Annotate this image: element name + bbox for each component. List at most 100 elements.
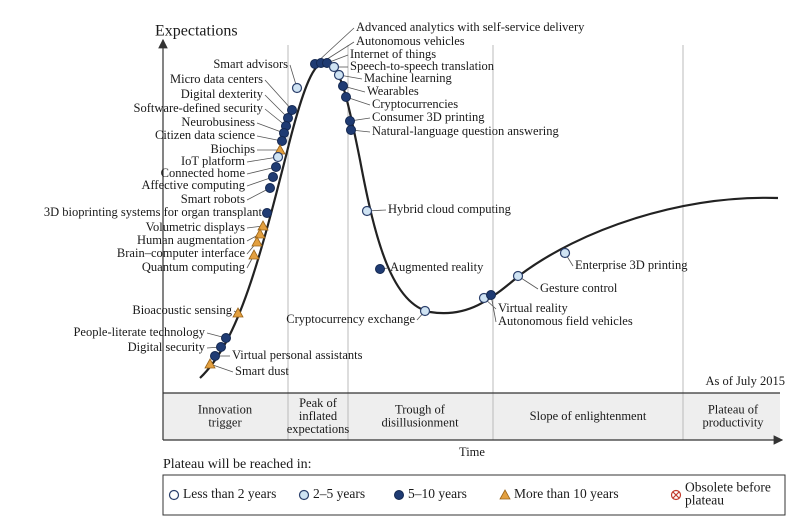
y-axis-label: Expectations <box>155 23 238 40</box>
technology-label: Consumer 3D printing <box>372 110 485 124</box>
leader-line <box>264 79 293 111</box>
technology-label: Internet of things <box>350 47 436 61</box>
marker-5-10 <box>486 290 496 300</box>
phase-label: Slope of enlightenment <box>530 409 647 423</box>
marker-less-than-2 <box>168 489 180 501</box>
marker-5-10 <box>341 92 351 102</box>
legend-label: Obsolete before <box>685 480 771 495</box>
technology-label: Hybrid cloud computing <box>388 202 512 216</box>
technology-label: Citizen data science <box>155 128 255 142</box>
legend-label: 5–10 years <box>408 486 467 501</box>
phase-label: productivity <box>702 415 764 429</box>
marker-5-10 <box>216 342 226 352</box>
phase-label: Peak of <box>299 396 338 410</box>
phase-label: Trough of <box>395 402 446 416</box>
technology-label: Smart dust <box>235 364 289 378</box>
technology-label: Autonomous field vehicles <box>498 314 633 328</box>
technology-label: Advanced analytics with self-service del… <box>356 20 585 34</box>
legend-label: Less than 2 years <box>183 486 276 501</box>
technology-label: People-literate technology <box>73 325 205 339</box>
phase-label: disillusionment <box>381 415 459 429</box>
as-of: As of July 2015 <box>705 374 785 388</box>
marker-5-10 <box>271 162 281 172</box>
marker-2-5 <box>361 205 373 217</box>
marker-5-10 <box>277 136 287 146</box>
leader-line <box>314 27 355 65</box>
technology-label: Cryptocurrencies <box>372 97 458 111</box>
technology-label: Digital security <box>128 340 206 354</box>
technology-label: Gesture control <box>540 281 618 295</box>
technology-label: Autonomous vehicles <box>356 34 465 48</box>
legend-label: 2–5 years <box>313 486 365 501</box>
marker-more-than-10 <box>248 249 260 260</box>
technology-label: Quantum computing <box>142 260 246 274</box>
marker-2-5 <box>419 305 431 317</box>
technology-label: Natural-language question answering <box>372 124 559 138</box>
technology-label: Enterprise 3D printing <box>575 258 688 272</box>
marker-5-10 <box>287 105 297 115</box>
phase-label: Innovation <box>198 402 253 416</box>
technology-label: Digital dexterity <box>181 87 264 101</box>
legend-box <box>162 474 786 516</box>
marker-5-10 <box>262 208 272 218</box>
technology-label: Biochips <box>211 142 256 156</box>
technology-label: Virtual reality <box>498 301 568 315</box>
technology-label: Smart advisors <box>213 57 288 71</box>
technology-label: Neurobusiness <box>181 115 255 129</box>
phase-label: trigger <box>208 415 242 429</box>
technology-label: Wearables <box>367 84 419 98</box>
technology-label: Affective computing <box>141 178 245 192</box>
technology-label: Speech-to-speech translation <box>350 59 495 73</box>
technology-label: Brain–computer interface <box>117 246 246 260</box>
marker-2-5 <box>272 151 284 163</box>
technology-label: Bioacoustic sensing <box>132 303 232 317</box>
technology-label: 3D bioprinting systems for organ transpl… <box>44 205 263 219</box>
marker-5-10 <box>221 333 231 343</box>
legend-label: plateau <box>685 493 724 508</box>
marker-more-than-10 <box>251 236 263 247</box>
phase-label: inflated <box>299 409 338 423</box>
phase-band <box>163 393 780 440</box>
leader-line <box>246 156 279 163</box>
marker-5-10 <box>394 490 404 500</box>
hype-curve <box>199 60 779 379</box>
marker-5-10 <box>265 183 275 193</box>
technology-label: Machine learning <box>364 71 453 85</box>
x-axis-label: Time <box>459 445 485 459</box>
technology-label: Volumetric displays <box>146 220 246 234</box>
marker-2-5 <box>298 489 310 501</box>
technology-label: Micro data centers <box>170 72 263 86</box>
technology-label: Virtual personal assistants <box>232 348 363 362</box>
technology-label: Human augmentation <box>137 233 246 247</box>
technology-label: IoT platform <box>181 154 245 168</box>
leader-line <box>264 94 289 119</box>
marker-more-than-10 <box>204 358 216 369</box>
marker-2-5 <box>291 82 303 94</box>
marker-5-10 <box>210 351 220 361</box>
marker-obsolete <box>670 489 682 501</box>
marker-more-than-10 <box>254 228 266 239</box>
technology-label: Connected home <box>161 166 246 180</box>
technology-label: Smart robots <box>181 192 245 206</box>
marker-5-10 <box>346 125 356 135</box>
marker-2-5 <box>333 69 345 81</box>
marker-2-5 <box>559 247 571 259</box>
marker-2-5 <box>512 270 524 282</box>
phase-label: expectations <box>287 422 350 436</box>
legend-label: More than 10 years <box>514 486 619 501</box>
technology-label: Augmented reality <box>390 260 484 274</box>
phase-label: Plateau of <box>708 402 759 416</box>
marker-more-than-10 <box>257 220 269 231</box>
marker-5-10 <box>268 172 278 182</box>
technology-label: Cryptocurrency exchange <box>286 312 415 326</box>
marker-obsolete-cross <box>672 491 680 499</box>
marker-5-10 <box>338 81 348 91</box>
marker-5-10 <box>375 264 385 274</box>
technology-label: Software-defined security <box>134 101 264 115</box>
marker-more-than-10 <box>232 307 244 318</box>
marker-5-10 <box>345 116 355 126</box>
legend-title: Plateau will be reached in: <box>163 457 312 472</box>
marker-2-5 <box>328 61 340 73</box>
marker-more-than-10 <box>499 489 511 500</box>
